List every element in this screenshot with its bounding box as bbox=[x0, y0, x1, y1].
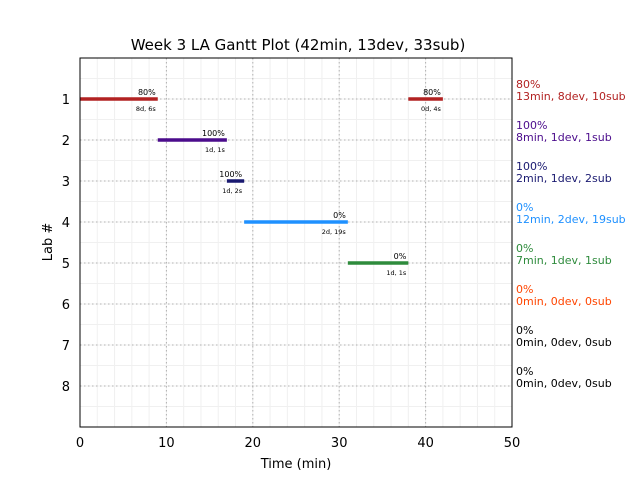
side-percent-label: 0% bbox=[516, 283, 533, 296]
side-stats-label: 7min, 1dev, 1sub bbox=[516, 254, 612, 267]
bar-duration-label: 0d, 4s bbox=[421, 105, 442, 113]
side-percent-label: 0% bbox=[516, 201, 533, 214]
x-tick-label: 20 bbox=[245, 436, 262, 451]
chart-title: Week 3 LA Gantt Plot (42min, 13dev, 33su… bbox=[131, 36, 466, 54]
x-tick-label: 10 bbox=[158, 436, 175, 451]
bar-percent-label: 0% bbox=[394, 252, 407, 261]
side-percent-label: 0% bbox=[516, 242, 533, 255]
side-stats-label: 0min, 0dev, 0sub bbox=[516, 377, 612, 390]
x-axis-label: Time (min) bbox=[260, 457, 332, 472]
side-stats-label: 0min, 0dev, 0sub bbox=[516, 295, 612, 308]
side-percent-label: 0% bbox=[516, 324, 533, 337]
bar-percent-label: 0% bbox=[333, 211, 346, 220]
y-tick-label: 4 bbox=[62, 216, 70, 231]
bar-duration-label: 1d, 2s bbox=[222, 187, 243, 195]
x-tick-label: 30 bbox=[331, 436, 348, 451]
y-tick-label: 6 bbox=[62, 298, 70, 313]
bar-percent-label: 100% bbox=[219, 170, 242, 179]
y-tick-label: 2 bbox=[62, 134, 70, 149]
bar-duration-label: 1d, 1s bbox=[386, 269, 407, 277]
bar-percent-label: 80% bbox=[423, 88, 441, 97]
side-stats-label: 13min, 8dev, 10sub bbox=[516, 90, 626, 103]
x-tick-label: 50 bbox=[504, 436, 521, 451]
y-tick-label: 8 bbox=[62, 380, 70, 395]
plot-frame bbox=[79, 57, 513, 428]
bar-percent-label: 80% bbox=[138, 88, 156, 97]
y-axis-label: Lab # bbox=[41, 223, 56, 262]
y-tick-label: 5 bbox=[62, 257, 70, 272]
side-stats-label: 8min, 1dev, 1sub bbox=[516, 131, 612, 144]
side-stats-label: 2min, 1dev, 2sub bbox=[516, 172, 612, 185]
bar-duration-label: 1d, 1s bbox=[205, 146, 226, 154]
bar-duration-label: 2d, 19s bbox=[322, 228, 347, 236]
bar-percent-label: 100% bbox=[202, 129, 225, 138]
side-stats-label: 12min, 2dev, 19sub bbox=[516, 213, 626, 226]
side-percent-label: 80% bbox=[516, 78, 540, 91]
side-percent-label: 100% bbox=[516, 119, 547, 132]
side-percent-label: 0% bbox=[516, 365, 533, 378]
x-tick-label: 0 bbox=[76, 436, 84, 451]
y-tick-label: 3 bbox=[62, 175, 70, 190]
y-tick-label: 1 bbox=[62, 93, 70, 108]
side-stats-label: 0min, 0dev, 0sub bbox=[516, 336, 612, 349]
y-tick-label: 7 bbox=[62, 339, 70, 354]
x-tick-label: 40 bbox=[417, 436, 434, 451]
side-percent-label: 100% bbox=[516, 160, 547, 173]
bar-duration-label: 8d, 6s bbox=[136, 105, 157, 113]
